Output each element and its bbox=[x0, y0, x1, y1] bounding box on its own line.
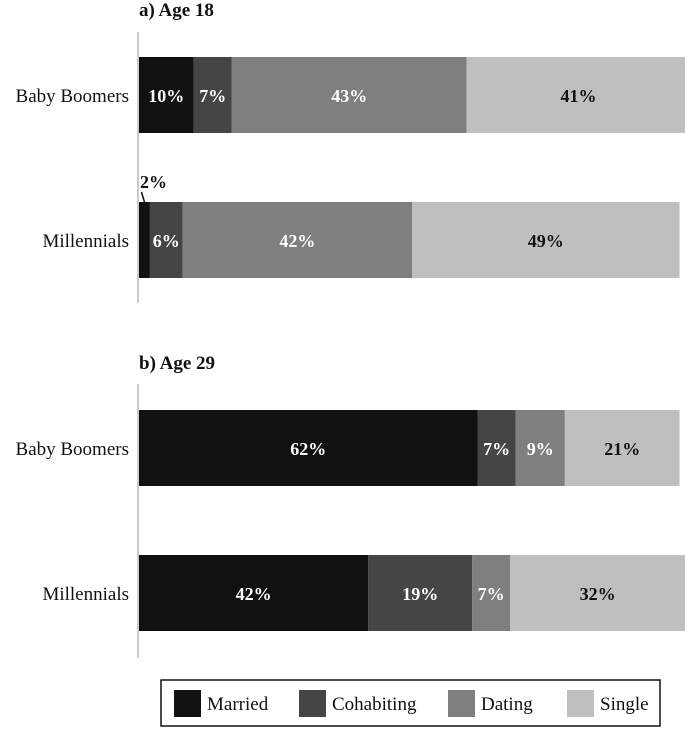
category-label: Millennials bbox=[42, 584, 129, 605]
legend-swatch bbox=[299, 690, 326, 717]
data-label: 21% bbox=[604, 439, 640, 459]
bar-segment-cohabiting bbox=[193, 57, 232, 133]
legend-swatch bbox=[567, 690, 594, 717]
bar-segment-married bbox=[139, 555, 369, 631]
bar-segment-dating bbox=[472, 555, 511, 631]
bar-segment-cohabiting bbox=[368, 555, 473, 631]
data-label: 62% bbox=[290, 439, 326, 459]
chart-panels: a) Age 18 Baby Boomers 10% 7% 43% 41% Millenni… bbox=[16, 0, 685, 658]
data-label: 7% bbox=[478, 584, 505, 604]
legend-label: Cohabiting bbox=[332, 694, 417, 715]
legend-label: Married bbox=[207, 694, 269, 715]
bar-segment-single bbox=[466, 57, 685, 133]
bar-segment-single bbox=[564, 410, 680, 486]
data-label: 6% bbox=[153, 231, 180, 251]
bar-segment-dating bbox=[515, 410, 565, 486]
legend-item-married: Married bbox=[174, 690, 269, 717]
data-label: 42% bbox=[236, 584, 272, 604]
panel-1: a) Age 18 Baby Boomers 10% 7% 43% 41% Millenni… bbox=[16, 0, 685, 303]
leader-line bbox=[140, 191, 146, 203]
panel-2: b) Age 29 Baby Boomers 62% 7% 9% 21% Millennia… bbox=[16, 353, 685, 658]
bar-segment-cohabiting bbox=[149, 202, 183, 278]
data-label: 41% bbox=[561, 86, 597, 106]
data-label: 7% bbox=[199, 86, 226, 106]
data-label: 7% bbox=[483, 439, 510, 459]
bar-segment-married bbox=[139, 57, 194, 133]
data-label: 43% bbox=[331, 86, 367, 106]
bar-segment-single bbox=[412, 202, 680, 278]
legend-label: Dating bbox=[481, 694, 533, 715]
category-label: Baby Boomers bbox=[16, 86, 129, 107]
bar-segment-married bbox=[139, 202, 150, 278]
data-label: 2% bbox=[140, 172, 167, 192]
legend-swatch bbox=[174, 690, 201, 717]
bar-segment-cohabiting bbox=[477, 410, 516, 486]
legend-item-single: Single bbox=[567, 690, 649, 717]
bar-segment-married bbox=[139, 410, 478, 486]
legend-swatch bbox=[448, 690, 475, 717]
category-label: Baby Boomers bbox=[16, 439, 129, 460]
legend-item-dating: Dating bbox=[448, 690, 533, 717]
data-label: 42% bbox=[279, 231, 315, 251]
data-label: 10% bbox=[148, 86, 184, 106]
legend: Married Cohabiting Dating Single bbox=[160, 679, 661, 727]
bar-segment-single bbox=[510, 555, 685, 631]
legend-item-cohabiting: Cohabiting bbox=[299, 690, 417, 717]
bar-segment-dating bbox=[182, 202, 412, 278]
bar-segment-dating bbox=[231, 57, 467, 133]
panel-title: a) Age 18 bbox=[139, 0, 214, 21]
category-label: Millennials bbox=[42, 231, 129, 252]
data-label: 32% bbox=[580, 584, 616, 604]
data-label: 9% bbox=[527, 439, 554, 459]
legend-label: Single bbox=[600, 694, 649, 715]
data-label: 49% bbox=[528, 231, 564, 251]
data-label: 19% bbox=[402, 584, 438, 604]
panel-title: b) Age 29 bbox=[139, 353, 215, 374]
